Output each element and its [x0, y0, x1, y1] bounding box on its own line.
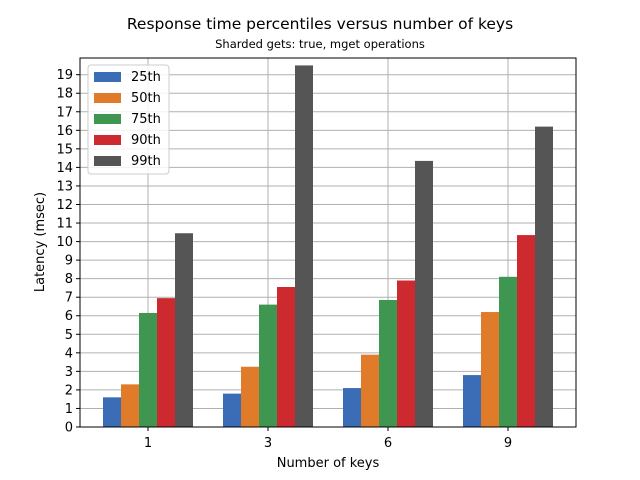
- y-tick-label: 7: [65, 291, 73, 306]
- chart-title: Response time percentiles versus number …: [127, 15, 513, 33]
- y-tick-label: 17: [56, 105, 73, 120]
- y-tick-label: 0: [65, 421, 73, 436]
- legend-label: 99th: [131, 154, 161, 169]
- y-tick-label: 1: [65, 402, 73, 417]
- legend-label: 50th: [131, 91, 161, 106]
- legend-swatch: [94, 93, 121, 103]
- bar-25th-9: [463, 375, 481, 427]
- y-tick-label: 2: [65, 383, 73, 398]
- legend-label: 75th: [131, 112, 161, 127]
- bar-99th-3: [295, 65, 313, 427]
- y-tick-label: 9: [65, 254, 73, 269]
- y-tick-label: 10: [56, 235, 73, 250]
- x-tick-label: 1: [144, 436, 152, 451]
- y-tick-label: 5: [65, 328, 73, 343]
- x-tick-label: 6: [384, 436, 392, 451]
- bar-75th-9: [499, 276, 517, 427]
- bar-25th-6: [343, 388, 361, 427]
- bar-75th-3: [259, 304, 277, 427]
- chart-subtitle: Sharded gets: true, mget operations: [215, 37, 425, 51]
- bar-90th-1: [157, 298, 175, 427]
- plot-frame: [79, 57, 577, 428]
- legend-swatch: [94, 135, 121, 145]
- legend-swatch: [94, 114, 121, 124]
- bars: [103, 65, 553, 428]
- bar-50th-9: [481, 312, 499, 427]
- bar-99th-9: [535, 126, 553, 428]
- legend-label: 90th: [131, 133, 161, 148]
- y-tick-label: 6: [65, 309, 73, 324]
- bar-50th-6: [361, 354, 379, 427]
- bar-90th-6: [397, 280, 415, 427]
- y-tick-label: 3: [65, 365, 73, 380]
- y-tick-label: 19: [56, 68, 73, 83]
- bar-99th-6: [415, 160, 433, 428]
- bar-90th-3: [277, 287, 295, 427]
- bar-99th-1: [175, 233, 193, 427]
- bar-50th-3: [241, 366, 259, 427]
- legend-box: [87, 64, 170, 175]
- y-tick-label: 13: [56, 179, 73, 194]
- x-axis-label: Number of keys: [277, 456, 380, 471]
- bar-75th-6: [379, 299, 397, 427]
- bar-90th-9: [517, 235, 535, 427]
- y-tick-label: 11: [56, 217, 73, 232]
- bar-50th-1: [121, 384, 139, 427]
- x-tick-label: 9: [504, 436, 512, 451]
- legend-swatch: [94, 156, 121, 166]
- y-tick-label: 15: [56, 142, 73, 157]
- legend-label: 25th: [131, 70, 161, 85]
- y-tick-label: 18: [56, 87, 73, 102]
- legend-swatch: [94, 72, 121, 82]
- bar-25th-3: [223, 393, 241, 427]
- legend: 25th 50th 75th 90th 99th: [87, 64, 170, 175]
- y-tick-label: 8: [65, 272, 73, 287]
- y-tick-label: 14: [56, 161, 73, 176]
- y-tick-label: 12: [56, 198, 73, 213]
- bar-25th-1: [103, 397, 121, 427]
- bar-75th-1: [139, 312, 157, 427]
- x-tick-label: 3: [264, 436, 272, 451]
- y-tick-label: 4: [65, 346, 73, 361]
- y-tick-label: 16: [56, 124, 73, 139]
- y-axis-label: Latency (msec): [33, 192, 48, 292]
